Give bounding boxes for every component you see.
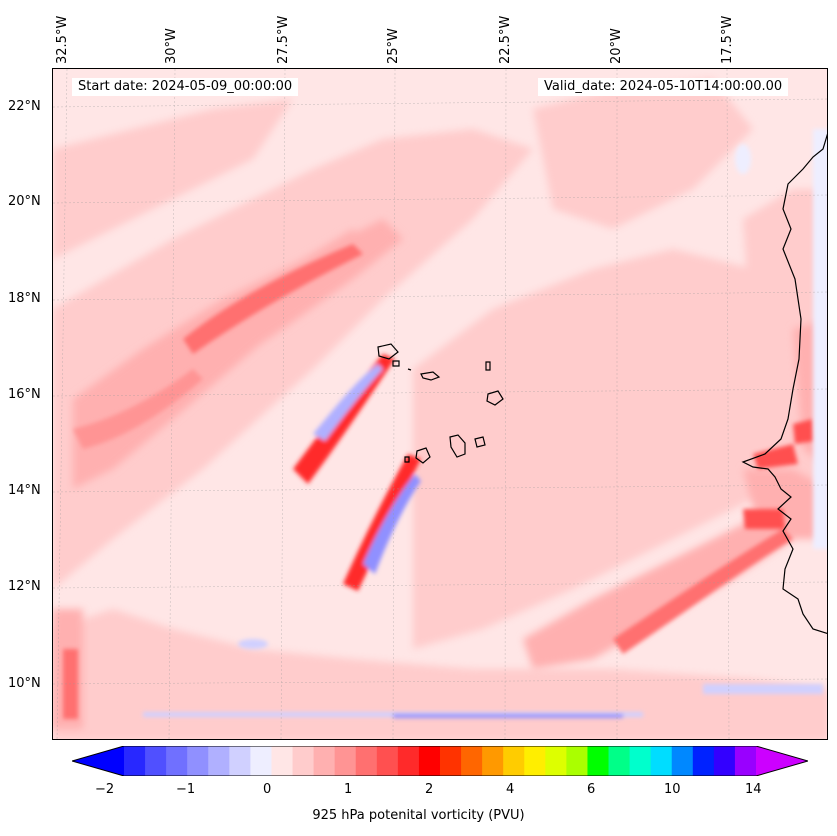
pv-field-strong	[63, 244, 815, 719]
colorbar-segment	[692, 746, 715, 776]
colorbar-title: 925 hPa potenital vorticity (PVU)	[312, 808, 525, 823]
colorbar-segment	[229, 746, 251, 776]
valid-date-label: Valid_date: 2024-05-10T14:00:00.00	[538, 78, 789, 96]
colorbar-tick-10: 10	[664, 782, 681, 797]
lon-label-17-5w: 17.5°W	[720, 15, 735, 64]
colorbar-segment	[524, 746, 546, 776]
colorbar-segment	[250, 746, 272, 776]
colorbar-tick-neg2: −2	[95, 782, 115, 797]
lat-label-22n: 22°N	[8, 99, 41, 114]
colorbar-segment	[313, 746, 336, 776]
colorbar-tick-4: 4	[506, 782, 515, 797]
colorbar-segment	[713, 746, 736, 776]
colorbar-segment	[334, 746, 357, 776]
lon-label-22-5w: 22.5°W	[498, 15, 513, 64]
colorbar-segment	[566, 746, 588, 776]
colorbar-segment	[587, 746, 610, 776]
colorbar-tick-0: 0	[263, 782, 272, 797]
colorbar-tick-neg1: −1	[176, 782, 196, 797]
colorbar-segment	[397, 746, 420, 776]
map-canvas	[53, 69, 827, 739]
lat-label-20n: 20°N	[8, 194, 41, 209]
colorbar-tick-1: 1	[344, 782, 353, 797]
lat-label-16n: 16°N	[8, 387, 41, 402]
colorbar	[70, 745, 810, 777]
colorbar-segment	[545, 746, 567, 776]
lon-label-32-5w: 32.5°W	[55, 15, 70, 64]
colorbar-tick-6: 6	[587, 782, 596, 797]
colorbar-segment	[671, 746, 694, 776]
colorbar-segment	[166, 746, 188, 776]
cape-verde-islands	[377, 343, 504, 464]
colorbar-extend-max	[756, 746, 808, 776]
lat-label-10n: 10°N	[8, 676, 41, 691]
colorbar-segment	[418, 746, 441, 776]
start-date-label: Start date: 2024-05-09_00:00:00	[72, 78, 299, 96]
graticule	[53, 69, 827, 739]
colorbar-segment	[292, 746, 315, 776]
colorbar-tick-2: 2	[425, 782, 434, 797]
colorbar-segment	[461, 746, 483, 776]
colorbar-segment	[503, 746, 525, 776]
colorbar-segment	[440, 746, 462, 776]
lon-label-30w: 30°W	[164, 28, 179, 64]
lat-label-12n: 12°N	[8, 579, 41, 594]
colorbar-tick-14: 14	[745, 782, 762, 797]
colorbar-segment	[629, 746, 652, 776]
colorbar-segment	[734, 746, 757, 776]
colorbar-extend-min	[72, 746, 124, 776]
colorbar-segment	[187, 746, 209, 776]
colorbar-segment	[124, 746, 146, 776]
pv-field-light	[53, 79, 827, 739]
colorbar-segment	[376, 746, 399, 776]
colorbar-segment	[650, 746, 673, 776]
lat-label-14n: 14°N	[8, 483, 41, 498]
lon-label-25w: 25°W	[386, 28, 401, 64]
colorbar-segment	[145, 746, 167, 776]
colorbar-segment	[208, 746, 230, 776]
pv-island-wakes	[293, 354, 421, 591]
colorbar-segment	[608, 746, 631, 776]
colorbar-scale	[70, 745, 810, 777]
lon-label-27-5w: 27.5°W	[276, 15, 291, 64]
vorticity-map	[52, 68, 828, 740]
colorbar-segment	[271, 746, 294, 776]
lat-label-18n: 18°N	[8, 291, 41, 306]
colorbar-segment	[482, 746, 504, 776]
africa-coastline	[741, 133, 827, 635]
lon-label-20w: 20°W	[609, 28, 624, 64]
colorbar-segment	[355, 746, 378, 776]
